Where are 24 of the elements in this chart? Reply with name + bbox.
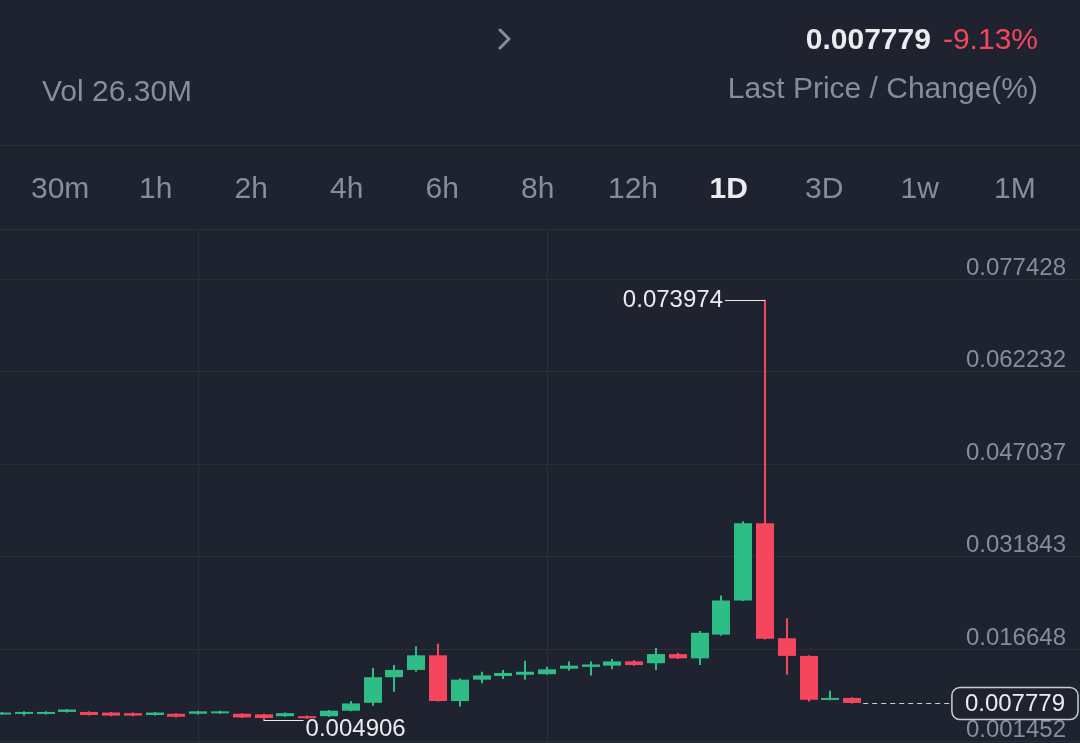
ref-line-label: 0.007779 — [964, 689, 1065, 717]
text: -9.13% — [942, 22, 1038, 55]
y-tick-label: 0.047037 — [965, 437, 1066, 465]
text: 30m — [31, 171, 90, 205]
y-tick-label: 0.031843 — [965, 530, 1066, 558]
text: 3D — [805, 171, 844, 205]
text: 1M — [994, 171, 1036, 205]
text: 1h — [139, 171, 173, 205]
annotation: 0.004906 — [305, 714, 406, 742]
text: 0.007779 — [805, 22, 931, 55]
chart-subtitle: Vol 26.30M — [42, 74, 193, 108]
text: Last Price / Change(%) — [727, 71, 1038, 105]
text: 1w — [900, 171, 939, 205]
text: 6h — [425, 171, 459, 205]
y-tick-label: 0.016648 — [965, 622, 1066, 650]
y-tick-label: 0.077428 — [965, 252, 1066, 280]
text: 2h — [234, 171, 268, 205]
y-tick-label: 0.001452 — [965, 715, 1066, 743]
text: 1D — [709, 171, 748, 205]
text: 12h — [608, 171, 659, 205]
annotation: 0.073974 — [622, 285, 723, 313]
y-tick-label: 0.062232 — [965, 345, 1066, 373]
text: 8h — [521, 171, 555, 205]
text: 4h — [330, 171, 364, 205]
